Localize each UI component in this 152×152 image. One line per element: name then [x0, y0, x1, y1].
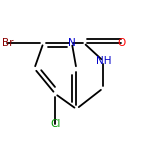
Text: Br: Br: [2, 38, 13, 48]
Text: N: N: [68, 38, 76, 48]
Text: O: O: [117, 38, 125, 48]
Text: Cl: Cl: [50, 119, 60, 129]
Text: NH: NH: [96, 56, 111, 66]
